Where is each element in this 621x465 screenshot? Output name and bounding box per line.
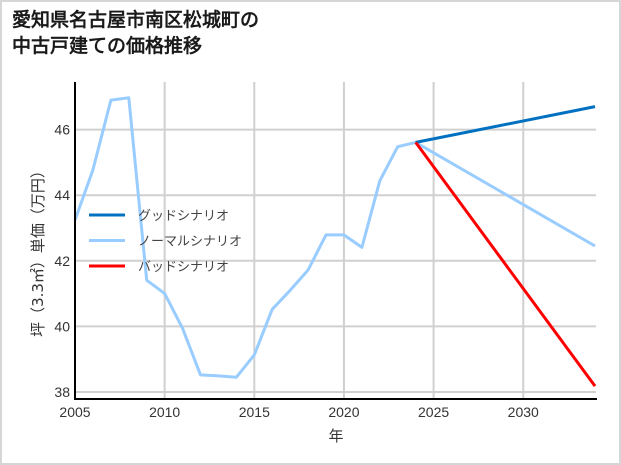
x-tick-label: 2025 (418, 404, 449, 420)
x-axis-label: 年 (328, 427, 343, 445)
x-tick-label: 2020 (328, 404, 359, 420)
chart-title: 愛知県名古屋市南区松城町の 中古戸建ての価格推移 (12, 7, 259, 59)
y-tick-label: 42 (54, 253, 70, 269)
series-line (73, 96, 596, 379)
series-line (414, 141, 597, 387)
y-tick-label: 46 (54, 122, 70, 138)
x-tick-label: 2010 (149, 404, 180, 420)
x-tick-labels: 2005 2010 2015 2020 2025 2030 (59, 404, 539, 420)
series-lines (73, 96, 597, 387)
chart-title-line-2: 中古戸建ての価格推移 (12, 35, 203, 57)
x-tick-label: 2030 (508, 404, 539, 420)
y-axis-label: 坪（3.3㎡）単価（万円） (29, 163, 47, 337)
y-tick-label: 38 (54, 384, 70, 400)
axes (74, 82, 597, 400)
gridlines (75, 82, 596, 399)
chart-title-line-1: 愛知県名古屋市南区松城町の (12, 9, 260, 31)
legend-label: ノーマルシナリオ (138, 235, 242, 250)
x-tick-label: 2015 (239, 404, 270, 420)
legend-label: グッドシナリオ (138, 209, 229, 224)
legend-label: バッドシナリオ (138, 260, 229, 275)
y-tick-labels: 38 40 42 44 46 (54, 122, 70, 400)
y-tick-label: 44 (54, 187, 70, 203)
y-tick-label: 40 (54, 318, 70, 334)
series-line (415, 105, 596, 144)
x-tick-label: 2005 (59, 404, 90, 420)
